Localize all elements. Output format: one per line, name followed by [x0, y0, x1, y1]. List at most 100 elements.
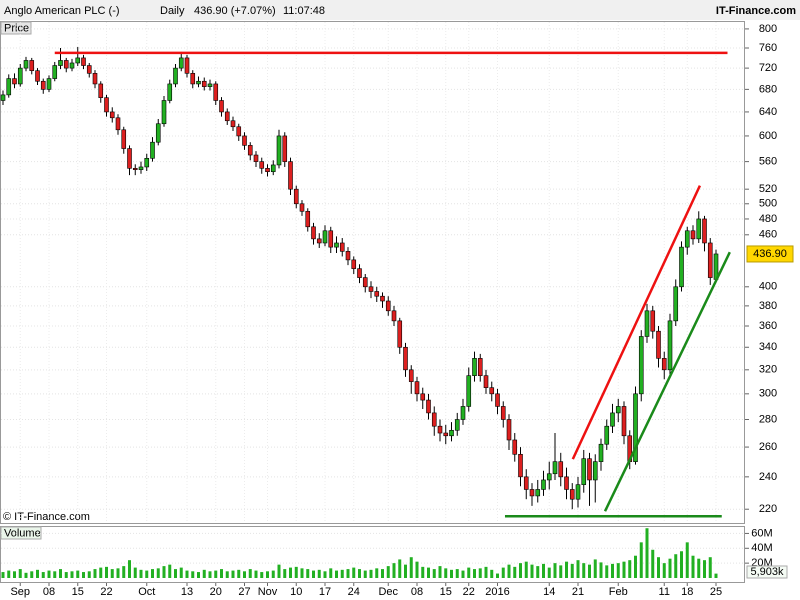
volume-bar	[415, 561, 419, 578]
x-tick-label: 08	[43, 586, 55, 598]
candle-body	[161, 100, 167, 125]
candle-body	[592, 461, 598, 481]
candle-body	[23, 60, 29, 69]
candle-body	[322, 230, 328, 244]
candle-body	[334, 242, 339, 248]
candle-body	[311, 226, 316, 240]
volume-bar	[225, 571, 229, 578]
volume-bar	[30, 571, 34, 578]
volume-bar	[41, 572, 45, 578]
candle-body	[633, 393, 638, 462]
volume-bar	[409, 557, 413, 578]
volume-bar	[438, 566, 442, 578]
candle-body	[219, 100, 224, 113]
volume-bar	[674, 554, 678, 578]
volume-bar	[432, 569, 436, 578]
candle-body	[104, 97, 109, 113]
volume-bar	[369, 569, 373, 578]
candle-body	[0, 94, 6, 101]
volume-bar	[133, 567, 137, 578]
x-tick-label: 11	[659, 586, 670, 598]
volume-bar	[340, 569, 344, 578]
chart-title: Anglo American PLC (-)	[4, 5, 120, 17]
volume-bar	[105, 566, 108, 578]
candle-body	[167, 83, 173, 101]
y-tick-label: 480	[759, 213, 777, 225]
candle-body	[707, 242, 713, 278]
y-tick-label: 220	[759, 503, 777, 515]
candle-body	[569, 489, 575, 500]
candle-body	[403, 346, 408, 371]
volume-bar	[277, 564, 281, 578]
volume-bar	[714, 573, 718, 578]
volume-bar	[53, 571, 57, 578]
candle-body	[155, 123, 161, 143]
volume-bar	[530, 564, 534, 578]
candle-body	[184, 57, 190, 74]
volume-bar	[392, 563, 396, 578]
candle-body	[495, 393, 500, 407]
volume-bar	[473, 569, 476, 578]
candle-body	[598, 443, 604, 462]
candle-body	[408, 369, 414, 382]
volume-bar	[139, 569, 143, 578]
candle-body	[621, 406, 627, 437]
volume-bar	[122, 566, 126, 578]
candle-body	[541, 479, 546, 490]
volume-bar	[87, 571, 91, 578]
volume-bar	[312, 570, 315, 578]
volume-bar	[202, 569, 206, 578]
volume-bar	[99, 567, 103, 578]
volume-bar	[634, 555, 637, 578]
candle-body	[420, 393, 426, 401]
candle-body	[282, 135, 288, 162]
volume-bar	[616, 563, 620, 578]
candle-body	[121, 129, 127, 149]
candle-body	[552, 461, 558, 475]
candle-body	[58, 60, 63, 66]
volume-bar	[352, 567, 356, 578]
y-tick-label: 760	[759, 42, 777, 54]
y-tick-label: 560	[759, 156, 777, 168]
volume-bar	[645, 528, 649, 578]
y-tick-label: 460	[759, 229, 777, 241]
volume-bar	[294, 566, 298, 578]
volume-bar	[116, 568, 120, 578]
candle-body	[558, 461, 564, 478]
candle-body	[12, 78, 17, 85]
x-tick-label: 15	[440, 586, 452, 598]
candle-body	[437, 425, 443, 434]
candle-body	[35, 70, 40, 82]
candle-body	[270, 164, 276, 173]
candle-body	[518, 453, 523, 478]
volume-bar	[703, 560, 706, 578]
volume-bar	[47, 570, 51, 578]
candle-body	[345, 251, 351, 261]
candle-body	[661, 358, 667, 371]
x-tick-label: Sep	[10, 586, 30, 598]
volume-bar	[162, 566, 166, 578]
candle-body	[615, 406, 621, 414]
candle-body	[477, 358, 483, 376]
candle-body	[201, 80, 207, 87]
y-tick-label: 360	[759, 320, 777, 332]
last-price-box	[746, 245, 794, 263]
volume-bar	[404, 564, 407, 578]
last-volume-box	[746, 565, 788, 579]
candle-body	[276, 135, 282, 166]
candle-body	[529, 489, 535, 497]
candle-body	[696, 218, 702, 240]
volume-bar	[208, 571, 212, 578]
y-tick-label: 340	[759, 341, 777, 353]
y-tick-label: 400	[759, 281, 777, 293]
candle-body	[644, 310, 650, 337]
candle-body	[293, 188, 299, 205]
x-tick-label: 08	[411, 586, 423, 598]
candle-body	[385, 300, 391, 312]
candle-body	[587, 458, 592, 481]
x-tick-label: 2016	[485, 586, 509, 598]
candle-body	[138, 166, 144, 170]
candle-body	[638, 336, 644, 395]
volume-bar	[421, 566, 425, 578]
candle-body	[684, 230, 690, 248]
